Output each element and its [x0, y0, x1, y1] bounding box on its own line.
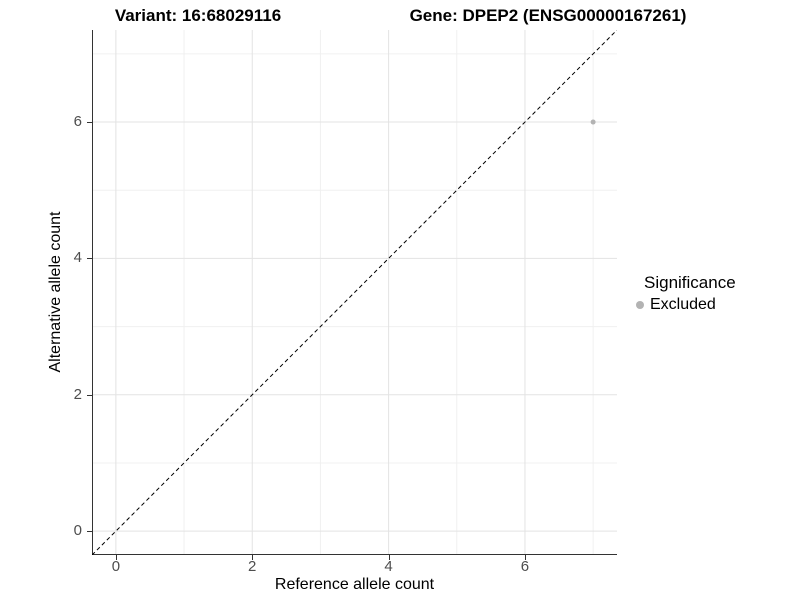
- plot-panel: [92, 30, 617, 555]
- y-tick-label: 6: [73, 113, 82, 131]
- x-tick-label: 6: [520, 558, 530, 575]
- x-tick-mark: [252, 555, 254, 560]
- variant-title: Variant: 16:68029116: [114, 6, 282, 25]
- data-point: [590, 119, 596, 125]
- y-tick-mark: [87, 394, 92, 396]
- legend: Significance Excluded: [632, 273, 736, 314]
- y-tick-label: 4: [73, 249, 82, 267]
- x-tick-label: 2: [248, 558, 257, 575]
- x-tick-mark: [524, 555, 526, 560]
- x-tick-mark: [388, 555, 390, 560]
- y-tick-mark: [87, 122, 92, 124]
- y-tick-label: 0: [73, 522, 82, 540]
- gene-title: Gene: DPEP2 (ENSG00000167261): [409, 6, 687, 25]
- x-tick-label: 0: [111, 558, 121, 575]
- excluded-point-icon: [636, 301, 644, 309]
- legend-title: Significance: [644, 273, 736, 292]
- y-tick-mark: [87, 531, 92, 533]
- x-axis-title: Reference allele count: [274, 576, 435, 593]
- y-tick-mark: [87, 258, 92, 260]
- x-tick-mark: [115, 555, 117, 560]
- identity-line: [92, 30, 617, 555]
- legend-item: Excluded: [632, 296, 736, 314]
- x-tick-label: 4: [384, 558, 393, 575]
- y-tick-label: 2: [73, 385, 82, 403]
- legend-item-label: Excluded: [650, 296, 716, 313]
